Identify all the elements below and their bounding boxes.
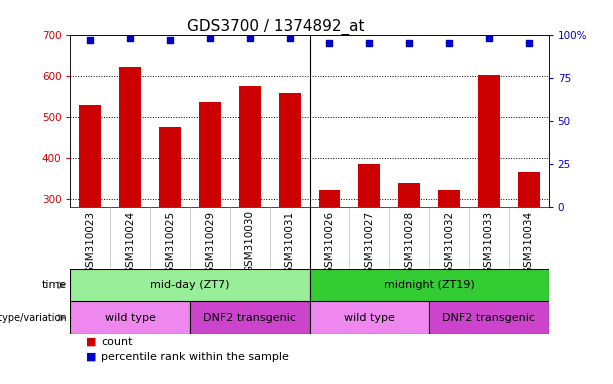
Point [245, 35, 255, 41]
Text: DNF2 transgenic: DNF2 transgenic [443, 313, 535, 323]
Bar [80, 104, 101, 207]
Bar [429, 301, 549, 334]
Text: wild type: wild type [105, 313, 156, 323]
Text: GSM310031: GSM310031 [284, 210, 295, 273]
Text: GSM310023: GSM310023 [85, 210, 96, 273]
Point [125, 35, 135, 41]
Bar [70, 269, 310, 301]
Point [444, 40, 454, 46]
Point [86, 37, 96, 43]
Bar [319, 190, 340, 207]
Text: GSM310033: GSM310033 [484, 210, 494, 273]
Text: GDS3700 / 1374892_at: GDS3700 / 1374892_at [187, 19, 365, 35]
Text: time: time [42, 280, 67, 290]
Point [284, 35, 294, 41]
Bar [359, 164, 380, 207]
Text: ■: ■ [86, 352, 96, 362]
Text: mid-day (ZT7): mid-day (ZT7) [150, 280, 230, 290]
Point [205, 35, 215, 41]
Text: count: count [101, 337, 132, 347]
Text: GSM310024: GSM310024 [125, 210, 135, 273]
Text: percentile rank within the sample: percentile rank within the sample [101, 352, 289, 362]
Text: GSM310026: GSM310026 [324, 210, 335, 273]
Text: GSM310030: GSM310030 [245, 210, 255, 273]
Bar [478, 75, 500, 207]
Bar [518, 172, 539, 207]
Point [484, 35, 494, 41]
Text: GSM310032: GSM310032 [444, 210, 454, 273]
Bar [279, 93, 300, 207]
Text: GSM310029: GSM310029 [205, 210, 215, 273]
Point [405, 40, 414, 46]
Bar [70, 301, 190, 334]
Bar [310, 269, 549, 301]
Text: DNF2 transgenic: DNF2 transgenic [204, 313, 296, 323]
Text: genotype/variation: genotype/variation [0, 313, 67, 323]
Point [166, 37, 175, 43]
Bar [199, 103, 221, 207]
Text: GSM310034: GSM310034 [524, 210, 534, 273]
Text: wild type: wild type [344, 313, 395, 323]
Text: GSM310025: GSM310025 [165, 210, 175, 273]
Text: GSM310028: GSM310028 [404, 210, 414, 273]
Text: midnight (ZT19): midnight (ZT19) [384, 280, 474, 290]
Bar [190, 301, 310, 334]
Text: ■: ■ [86, 337, 96, 347]
Bar [159, 127, 181, 207]
Bar [239, 86, 261, 207]
Bar [120, 67, 141, 207]
Point [325, 40, 335, 46]
Bar [438, 190, 460, 207]
Point [524, 40, 533, 46]
Bar [310, 301, 429, 334]
Text: GSM310027: GSM310027 [364, 210, 375, 273]
Bar [398, 184, 420, 207]
Point [364, 40, 374, 46]
